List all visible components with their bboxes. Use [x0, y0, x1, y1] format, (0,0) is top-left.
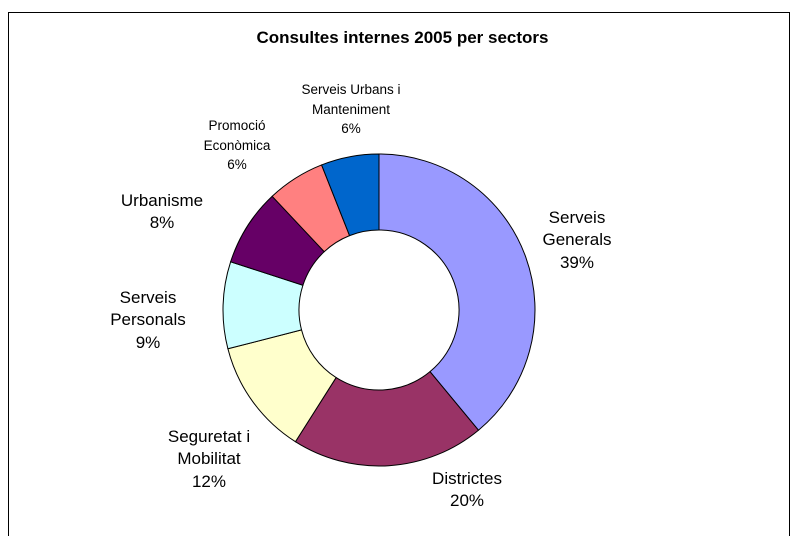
slice-label-serveis-generals: Serveis Generals 39%: [542, 208, 612, 272]
donut-slice-1: [294, 370, 480, 467]
slice-label-districtes: Districtes 20%: [432, 469, 502, 511]
slice-label-seguretat-mobilitat: Seguretat i Mobilitat 12%: [167, 427, 251, 491]
donut-slice-6: [320, 153, 380, 237]
donut-slice-0: [378, 153, 536, 431]
slice-label-serveis-urbans-manteniment: Serveis Urbans i Manteniment 6%: [301, 82, 401, 137]
slice-label-promocio-economica: Promoció Econòmica 6%: [203, 118, 271, 173]
chart-title: Consultes internes 2005 per sectors: [256, 28, 549, 47]
slice-label-urbanisme: Urbanisme 8%: [120, 191, 204, 233]
slice-label-serveis-personals: Serveis Personals 9%: [110, 288, 186, 352]
